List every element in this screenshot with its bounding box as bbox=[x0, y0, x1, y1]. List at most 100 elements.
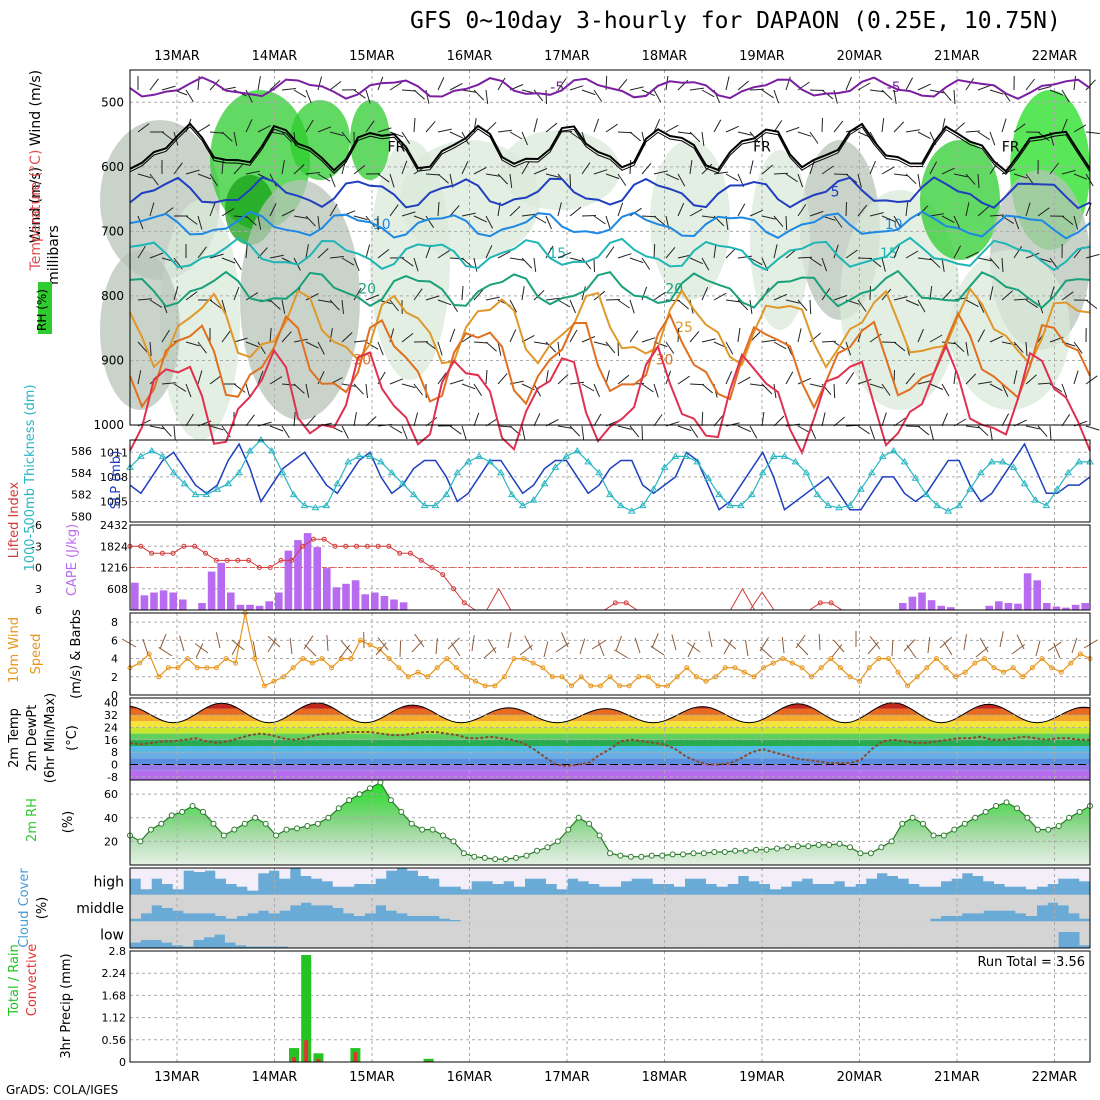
wind-speed-point bbox=[405, 674, 411, 680]
wind-barb bbox=[605, 341, 616, 354]
wind-barb bbox=[281, 425, 290, 439]
wind-barb bbox=[713, 244, 717, 259]
wind-barb bbox=[1073, 76, 1076, 91]
cloud-cover-cell bbox=[1005, 921, 1017, 948]
wind-barb-10m bbox=[326, 634, 329, 652]
y-tick-label-temp: 40 bbox=[104, 697, 118, 710]
y-tick-label-temp: 32 bbox=[104, 709, 118, 722]
wind-barb-10m bbox=[708, 631, 713, 648]
wind-barb bbox=[1085, 299, 1098, 309]
wind-barb bbox=[1001, 118, 1007, 133]
wind-barb-10m bbox=[927, 637, 931, 654]
thickness-point bbox=[289, 490, 298, 498]
thickness-point bbox=[475, 452, 483, 459]
wind-barb bbox=[185, 383, 192, 398]
wind-barb bbox=[305, 215, 316, 227]
wind-barb bbox=[917, 425, 930, 436]
wind-speed-point bbox=[367, 642, 373, 648]
wind-barb bbox=[641, 383, 654, 393]
cloud-cover-cell bbox=[428, 868, 440, 879]
wind-barb bbox=[713, 414, 724, 427]
wind-barb-10m bbox=[447, 637, 460, 650]
lifted-index-point bbox=[310, 536, 316, 542]
cloud-cover-cell bbox=[279, 894, 291, 911]
contour-label: -5 bbox=[550, 80, 564, 96]
wind-barb-10m bbox=[340, 640, 353, 654]
wind-speed-point bbox=[1058, 669, 1064, 675]
cape-bar bbox=[399, 602, 408, 610]
thickness-point bbox=[137, 452, 145, 459]
y-tick-label-rh: 60 bbox=[104, 788, 118, 801]
cloud-cover-cell bbox=[855, 868, 867, 884]
wind-barb bbox=[917, 328, 924, 343]
cloud-cover-cell bbox=[407, 868, 419, 871]
wind-barb bbox=[317, 248, 329, 259]
wind-barb bbox=[941, 412, 948, 427]
cloud-cover-cell bbox=[994, 894, 1005, 911]
wind-barb bbox=[917, 173, 921, 188]
wind-barb bbox=[293, 383, 305, 394]
wind-barb bbox=[257, 215, 262, 230]
cloud-cover-cell bbox=[727, 894, 739, 922]
wind-barb bbox=[965, 130, 981, 133]
wind-speed-point bbox=[521, 656, 527, 662]
wind-barb bbox=[677, 131, 692, 135]
wind-speed-point bbox=[329, 665, 335, 671]
wind-barb bbox=[221, 257, 236, 264]
cloud-cover-cell bbox=[552, 921, 563, 948]
wind-barb bbox=[173, 383, 187, 392]
wind-speed-point bbox=[453, 665, 459, 671]
wind-barb bbox=[533, 168, 548, 175]
wind-barb-10m bbox=[723, 638, 737, 650]
x-tick-label-bottom: 18MAR bbox=[642, 1070, 688, 1085]
wind-barb bbox=[461, 383, 476, 390]
y-tick-label-precip: 1.12 bbox=[102, 1012, 127, 1025]
wind-speed-point bbox=[703, 678, 709, 684]
wind-barb bbox=[209, 375, 222, 385]
wind-barb-10m bbox=[833, 639, 845, 653]
x-tick-label-bottom: 19MAR bbox=[739, 1070, 785, 1085]
wind-barb bbox=[629, 425, 640, 438]
wind-barb bbox=[701, 257, 710, 271]
wind-barb-10m bbox=[195, 643, 204, 659]
cloud-cover-cell bbox=[794, 921, 806, 948]
cape-bar bbox=[1004, 603, 1013, 610]
wind-barb bbox=[701, 383, 714, 394]
thickness-point bbox=[1042, 501, 1051, 509]
precip-total-bar bbox=[423, 1058, 434, 1062]
wind-barb bbox=[365, 294, 380, 301]
temperature-contour bbox=[129, 311, 1091, 410]
wind-barb bbox=[509, 131, 523, 140]
wind-barb bbox=[281, 331, 292, 343]
wind-barb bbox=[413, 288, 423, 301]
thickness-point bbox=[758, 468, 767, 476]
cloud-cover-cell bbox=[450, 894, 461, 920]
axis-label-cloud: Cloud Cover bbox=[17, 868, 32, 948]
cape-bar bbox=[899, 603, 907, 610]
lifted-index-point bbox=[397, 550, 403, 556]
chart-title: GFS 0~10day 3-hourly for DAPAON (0.25E, … bbox=[410, 8, 1061, 34]
temp-max-line bbox=[129, 702, 1091, 724]
cloud-cover-cell bbox=[258, 894, 269, 911]
wind-barb bbox=[953, 173, 968, 178]
rh-point bbox=[1055, 823, 1062, 829]
cloud-cover-cell bbox=[588, 868, 600, 884]
wind-barb bbox=[389, 81, 402, 91]
wind-barb-10m bbox=[414, 633, 425, 648]
cloud-cover-cell bbox=[300, 868, 312, 876]
thickness-point bbox=[715, 490, 723, 498]
y-tick-label-wind: 8 bbox=[111, 616, 118, 629]
wind-speed-point bbox=[751, 674, 757, 680]
cloud-cover-cell bbox=[940, 894, 952, 916]
wind-speed-point bbox=[1039, 656, 1045, 662]
wind-barb bbox=[365, 120, 375, 133]
thickness-point bbox=[846, 501, 854, 509]
rh-point bbox=[356, 791, 363, 798]
wind-barb bbox=[269, 425, 284, 432]
wind-barb bbox=[761, 215, 776, 220]
wind-barb bbox=[485, 215, 494, 229]
wind-barb bbox=[593, 383, 600, 398]
cape-panel-frame bbox=[129, 524, 1091, 611]
cloud-cover-cell bbox=[834, 894, 845, 922]
wind-speed-point bbox=[780, 656, 786, 662]
